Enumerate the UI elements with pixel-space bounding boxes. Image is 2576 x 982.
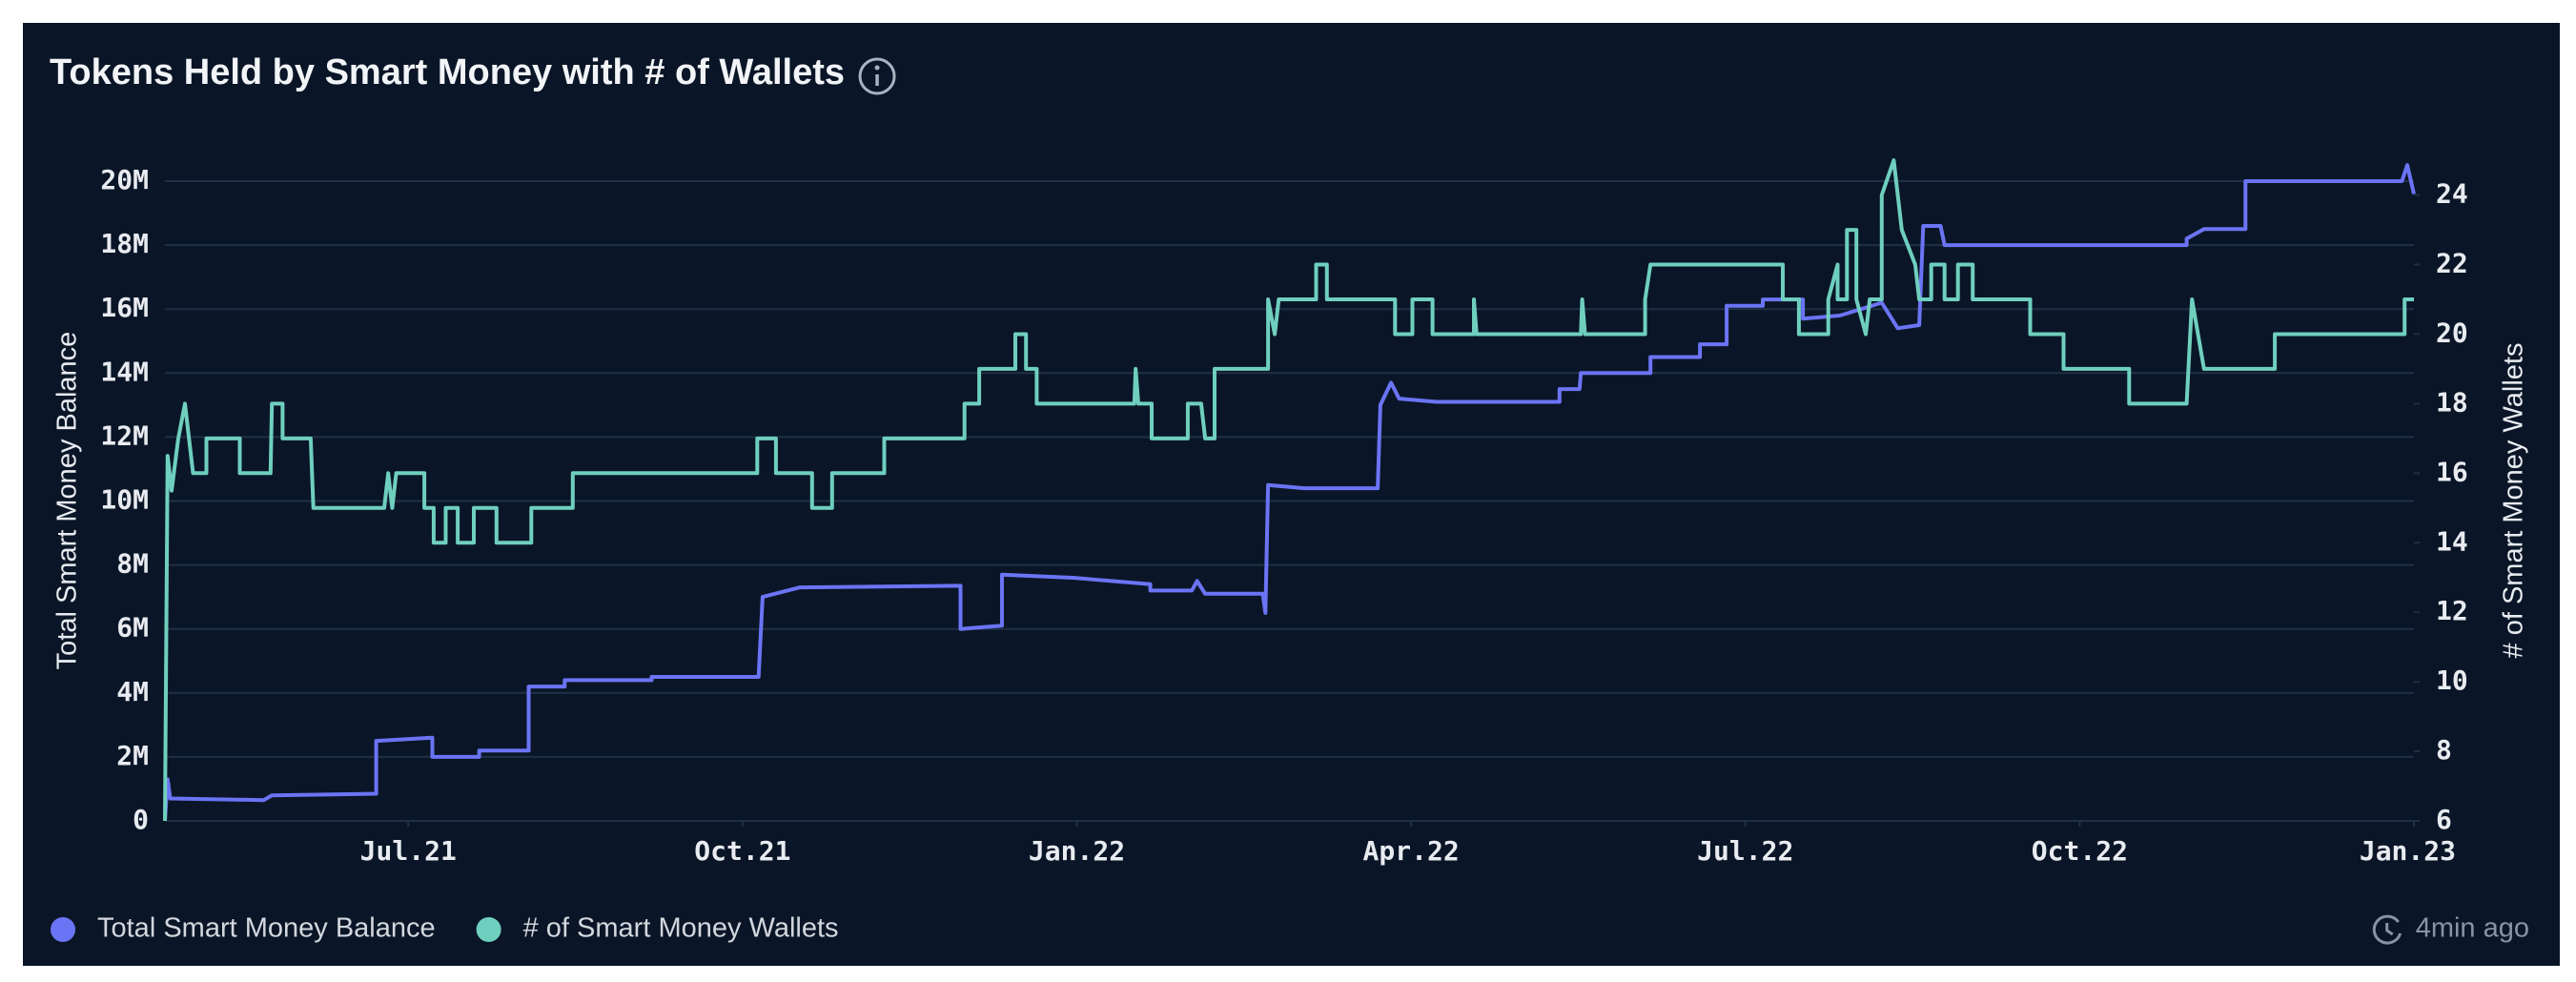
y-tick-label: 12M xyxy=(100,419,149,451)
x-tick-label: Apr.22 xyxy=(1363,835,1460,867)
series-line xyxy=(163,158,2414,822)
info-icon[interactable] xyxy=(858,57,896,95)
chart-title: Tokens Held by Smart Money with # of Wal… xyxy=(50,52,845,92)
y2-tick-label: 12 xyxy=(2436,595,2468,626)
legend-swatch xyxy=(51,917,75,942)
legend-label: # of Smart Money Wallets xyxy=(523,913,839,944)
y2-tick-label: 24 xyxy=(2436,178,2468,210)
y-tick-label: 20M xyxy=(100,164,149,195)
refresh-hands xyxy=(2385,923,2394,936)
y2-tick-label: 22 xyxy=(2436,248,2468,279)
legend-swatch xyxy=(476,917,501,942)
x-tick-label: Oct.21 xyxy=(694,835,790,867)
y-tick-label: 14M xyxy=(100,356,149,387)
y-axis-title: Total Smart Money Balance xyxy=(52,332,83,670)
refresh-arc xyxy=(2372,914,2402,945)
x-tick-label: Oct.22 xyxy=(2032,835,2128,867)
y2-tick-label: 14 xyxy=(2436,525,2468,557)
info-dot xyxy=(874,65,880,71)
x-tick-label: Jan.23 xyxy=(2360,835,2456,867)
x-tick-label: Jul.22 xyxy=(1697,835,1793,867)
y-tick-label: 2M xyxy=(116,740,149,771)
y2-axis-title: # of Smart Money Wallets xyxy=(2499,343,2529,659)
x-tick-label: Jan.22 xyxy=(1029,835,1125,867)
y2-tick-label: 18 xyxy=(2436,386,2468,418)
y2-tick-label: 6 xyxy=(2436,804,2452,835)
y-tick-label: 4M xyxy=(116,676,149,707)
y-tick-label: 8M xyxy=(116,548,149,580)
panel xyxy=(23,23,2560,966)
y2-tick-label: 20 xyxy=(2436,317,2468,348)
info-circle xyxy=(858,57,896,95)
y2-tick-label: 8 xyxy=(2436,734,2452,766)
y2-tick-label: 10 xyxy=(2436,665,2468,696)
series-line xyxy=(163,163,2416,822)
y-tick-label: 10M xyxy=(100,484,149,516)
y-tick-label: 16M xyxy=(100,292,149,323)
y2-tick-label: 16 xyxy=(2436,456,2468,487)
updated-label: 4min ago xyxy=(2416,913,2529,944)
legend-label: Total Smart Money Balance xyxy=(97,913,436,944)
y-tick-label: 0 xyxy=(133,804,149,835)
refresh-icon xyxy=(2372,914,2402,945)
x-tick-label: Jul.21 xyxy=(360,835,457,867)
y-tick-label: 18M xyxy=(100,228,149,259)
y-tick-label: 6M xyxy=(116,612,149,644)
